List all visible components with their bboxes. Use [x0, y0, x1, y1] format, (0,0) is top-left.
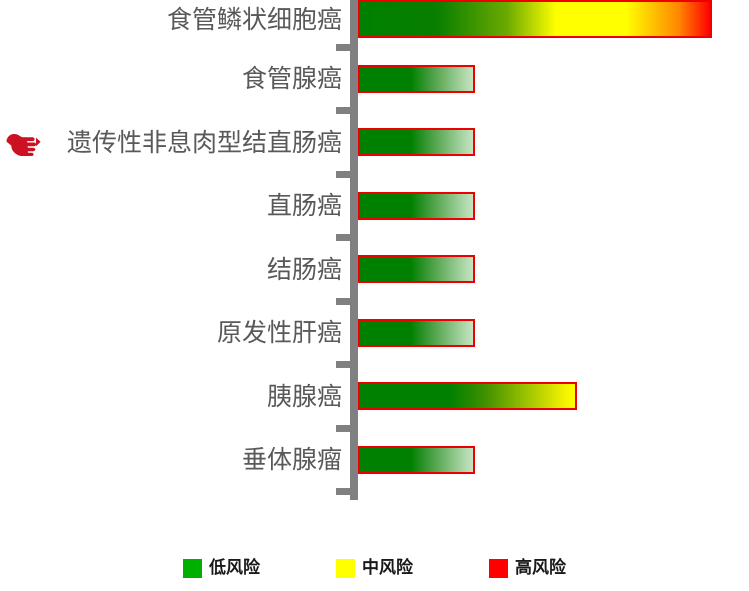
risk-bar[interactable]: [358, 445, 475, 474]
risk-bar-gradient: [360, 384, 575, 408]
risk-bar[interactable]: [358, 191, 475, 220]
risk-bar-gradient: [360, 257, 473, 281]
bar-container: [358, 128, 475, 156]
bar-row: 结肠癌: [0, 255, 749, 283]
axis-tick: [336, 171, 350, 178]
bar-row: 垂体腺瘤: [0, 445, 749, 474]
axis-tick: [336, 298, 350, 305]
bar-row: 胰腺癌: [0, 382, 749, 410]
risk-bar-gradient: [360, 320, 473, 345]
risk-bar[interactable]: [358, 255, 475, 283]
bar-container: [358, 191, 475, 220]
axis-tick: [336, 234, 350, 241]
legend-swatch-icon: [183, 558, 202, 578]
axis-tick: [336, 425, 350, 432]
plot-area: 食管鳞状细胞癌食管腺癌遗传性非息肉型结直肠癌直肠癌结肠癌原发性肝癌胰腺癌垂体腺瘤: [0, 0, 749, 500]
bar-container: [358, 64, 475, 93]
pointing-hand-icon: [2, 127, 42, 157]
axis-tick: [336, 488, 350, 495]
risk-bar-gradient: [360, 66, 473, 91]
axis-tick: [336, 44, 350, 51]
legend-label: 中风险: [362, 557, 413, 578]
risk-bar[interactable]: [358, 382, 577, 410]
risk-bar[interactable]: [358, 64, 475, 93]
risk-bar-gradient: [360, 193, 473, 218]
bar-label: 胰腺癌: [266, 381, 342, 411]
bar-label: 食管鳞状细胞癌: [166, 4, 342, 34]
risk-bar[interactable]: [358, 0, 712, 38]
bar-label: 结肠癌: [266, 254, 342, 284]
bar-container: [358, 318, 475, 347]
legend-swatch-icon: [489, 558, 508, 578]
bar-label: 直肠癌: [266, 191, 342, 220]
legend-label: 低风险: [209, 557, 260, 578]
bar-row: 遗传性非息肉型结直肠癌: [0, 128, 749, 156]
bar-label: 食管腺癌: [241, 64, 342, 93]
axis-tick: [336, 107, 350, 114]
bar-row: 原发性肝癌: [0, 318, 749, 347]
bar-row: 食管鳞状细胞癌: [0, 0, 749, 38]
bar-container: [358, 445, 475, 474]
bar-row: 直肠癌: [0, 191, 749, 220]
risk-bar-gradient: [360, 447, 473, 472]
legend: 低风险 中风险 高风险: [0, 548, 749, 588]
risk-bar-gradient: [360, 130, 473, 154]
legend-item[interactable]: 低风险: [183, 557, 260, 578]
risk-bar[interactable]: [358, 318, 475, 347]
risk-bar[interactable]: [358, 128, 475, 156]
legend-item[interactable]: 中风险: [336, 557, 413, 578]
bar-container: [358, 0, 712, 38]
bar-container: [358, 382, 577, 410]
axis-tick: [336, 361, 350, 368]
legend-label: 高风险: [515, 557, 566, 578]
legend-item[interactable]: 高风险: [489, 557, 566, 578]
risk-bar-gradient: [360, 2, 710, 36]
bar-container: [358, 255, 475, 283]
bar-label: 遗传性非息肉型结直肠癌: [66, 127, 342, 157]
bar-row: 食管腺癌: [0, 64, 749, 93]
bar-label: 原发性肝癌: [216, 318, 342, 347]
legend-swatch-icon: [336, 558, 355, 578]
category-axis-spine: [350, 0, 358, 500]
bar-label: 垂体腺瘤: [241, 445, 342, 474]
